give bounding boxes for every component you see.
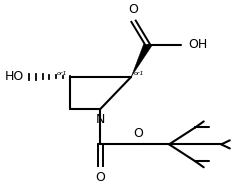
Text: N: N: [96, 113, 105, 126]
Text: O: O: [133, 127, 143, 140]
Text: O: O: [95, 171, 105, 184]
Text: or1: or1: [57, 71, 67, 76]
Polygon shape: [131, 44, 152, 77]
Text: O: O: [129, 3, 139, 16]
Text: OH: OH: [188, 38, 207, 51]
Text: HO: HO: [5, 70, 24, 83]
Text: or1: or1: [133, 71, 144, 76]
